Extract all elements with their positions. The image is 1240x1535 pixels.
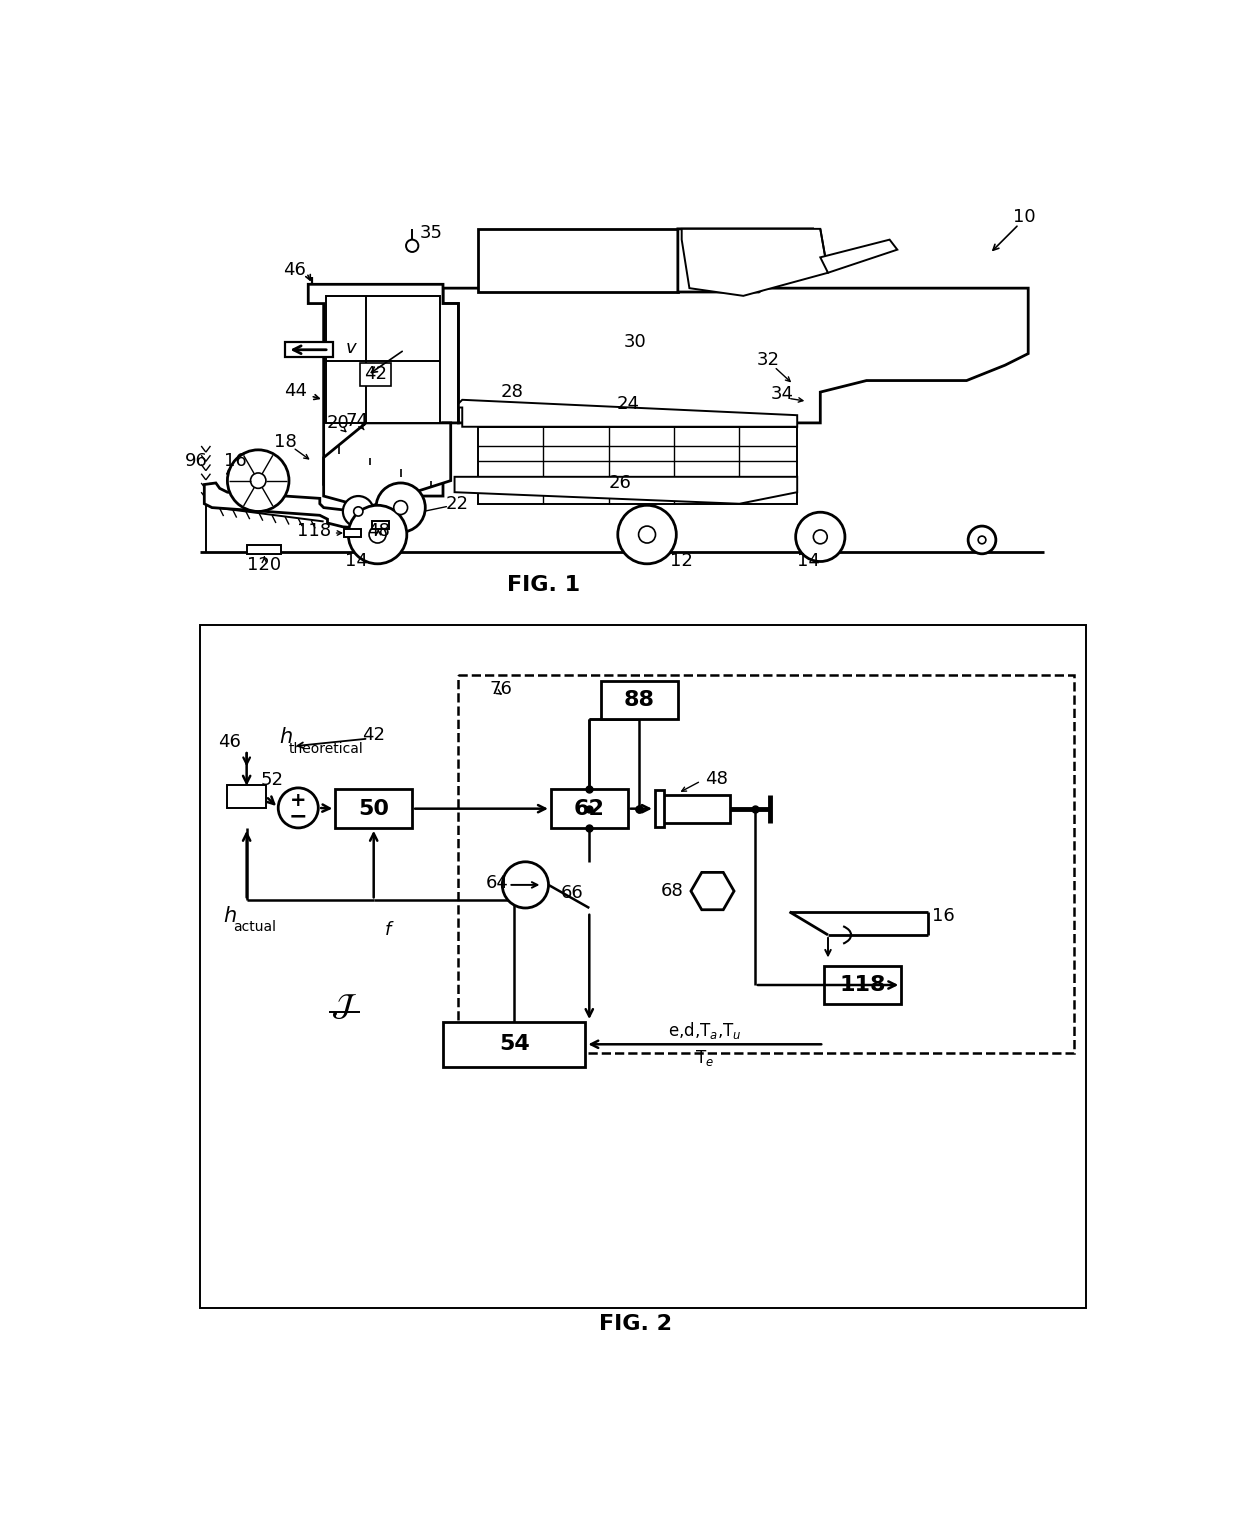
Circle shape — [343, 496, 373, 527]
Bar — [551, 789, 627, 827]
Bar — [247, 545, 281, 554]
Polygon shape — [455, 477, 797, 503]
Bar — [285, 342, 332, 358]
Text: 44: 44 — [284, 382, 306, 399]
Bar — [459, 675, 1074, 1053]
Polygon shape — [691, 872, 734, 910]
Text: 88: 88 — [624, 691, 655, 711]
Text: 42: 42 — [363, 365, 387, 384]
Circle shape — [502, 861, 548, 909]
Bar — [443, 1022, 585, 1067]
Text: 66: 66 — [560, 884, 584, 901]
Polygon shape — [324, 424, 450, 508]
Text: 48: 48 — [704, 771, 728, 789]
Bar — [372, 522, 389, 530]
Text: +: + — [290, 791, 306, 809]
Polygon shape — [205, 484, 389, 530]
Circle shape — [978, 536, 986, 543]
Text: 118: 118 — [298, 522, 331, 540]
Text: 62: 62 — [574, 798, 605, 818]
Polygon shape — [455, 399, 797, 427]
Text: 54: 54 — [498, 1035, 529, 1055]
Circle shape — [376, 484, 425, 533]
Text: 46: 46 — [283, 261, 306, 279]
Polygon shape — [309, 284, 459, 496]
Circle shape — [348, 505, 407, 563]
Text: f: f — [384, 921, 391, 938]
Bar — [326, 296, 440, 424]
Text: e,d,T$_a$,T$_u$: e,d,T$_a$,T$_u$ — [668, 1019, 742, 1041]
Circle shape — [796, 513, 844, 562]
Text: 120: 120 — [247, 556, 281, 574]
Circle shape — [618, 505, 676, 563]
Text: 30: 30 — [624, 333, 647, 352]
Bar — [655, 791, 663, 827]
Bar — [360, 362, 391, 385]
Text: 28: 28 — [501, 384, 523, 401]
Text: 68: 68 — [661, 883, 683, 900]
Circle shape — [227, 450, 289, 511]
Text: theoretical: theoretical — [289, 741, 363, 755]
Text: 50: 50 — [358, 798, 389, 818]
Text: 35: 35 — [420, 224, 443, 243]
Circle shape — [639, 527, 656, 543]
Text: 64: 64 — [486, 873, 508, 892]
Circle shape — [353, 507, 363, 516]
Text: 48: 48 — [367, 522, 389, 540]
Text: h: h — [223, 906, 237, 926]
Text: 96: 96 — [185, 453, 208, 470]
Bar — [335, 789, 412, 827]
Text: 76: 76 — [490, 680, 512, 697]
Text: 22: 22 — [445, 494, 469, 513]
Circle shape — [968, 527, 996, 554]
Text: $\mathcal{J}$: $\mathcal{J}$ — [331, 992, 357, 1021]
Polygon shape — [678, 229, 812, 292]
Text: T$_e$: T$_e$ — [696, 1048, 714, 1068]
Text: actual: actual — [233, 921, 275, 935]
Text: −: − — [289, 806, 308, 826]
Text: v: v — [345, 339, 356, 358]
Text: 34: 34 — [770, 385, 794, 404]
Text: 52: 52 — [260, 771, 284, 789]
Text: FIG. 2: FIG. 2 — [599, 1314, 672, 1334]
Text: 10: 10 — [1013, 207, 1035, 226]
Polygon shape — [821, 239, 898, 273]
Text: 20: 20 — [326, 414, 348, 431]
Text: FIG. 1: FIG. 1 — [506, 574, 579, 594]
Text: 14: 14 — [797, 553, 820, 571]
Text: 16: 16 — [932, 907, 955, 924]
Text: 42: 42 — [362, 726, 386, 744]
Circle shape — [405, 239, 418, 252]
Text: 32: 32 — [756, 352, 780, 368]
Text: 18: 18 — [274, 433, 296, 451]
Text: 118: 118 — [839, 975, 885, 995]
Bar — [477, 229, 678, 292]
Text: 74: 74 — [345, 413, 368, 430]
Circle shape — [813, 530, 827, 543]
Bar — [601, 682, 678, 720]
Text: 24: 24 — [616, 394, 640, 413]
Text: h: h — [280, 728, 293, 748]
Text: 16: 16 — [223, 453, 247, 470]
Polygon shape — [443, 289, 1028, 424]
Polygon shape — [682, 229, 828, 296]
Text: 14: 14 — [345, 553, 367, 571]
Bar — [201, 625, 1086, 1308]
Circle shape — [250, 473, 265, 488]
Text: 46: 46 — [218, 734, 241, 752]
Circle shape — [394, 500, 408, 514]
Text: 26: 26 — [609, 474, 631, 491]
Text: 12: 12 — [671, 553, 693, 571]
Circle shape — [278, 787, 319, 827]
Bar — [477, 427, 797, 503]
Bar — [825, 966, 901, 1004]
Bar — [662, 795, 730, 823]
Circle shape — [370, 527, 386, 543]
Bar — [345, 530, 361, 537]
Bar — [227, 784, 265, 807]
